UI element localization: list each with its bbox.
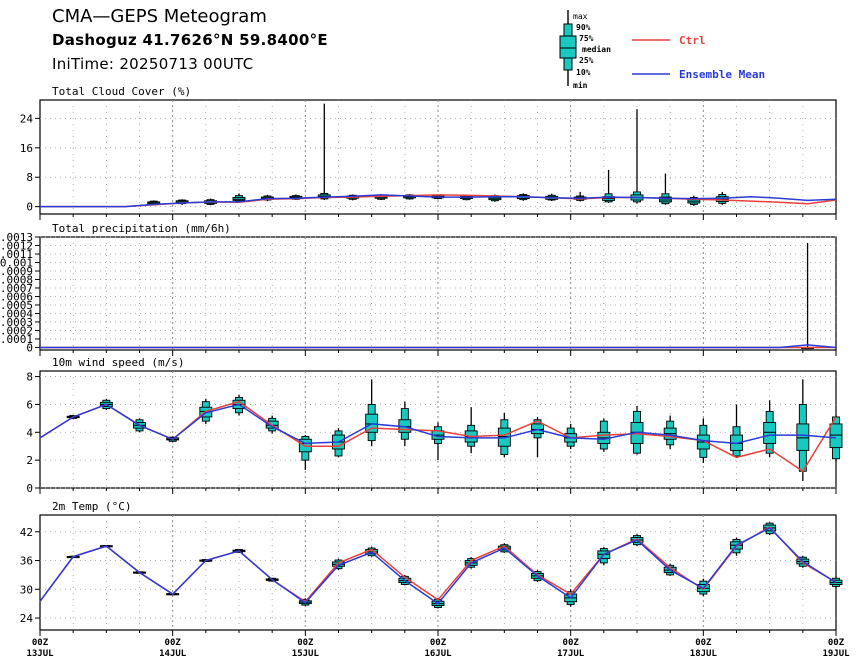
precip-mean-line (40, 344, 837, 349)
precip-ytick-label: 0.0003 (0, 316, 33, 329)
line-legend: Ctrl Ensemble Mean (632, 34, 765, 81)
temp-mean-line (39, 526, 837, 605)
precip-ytick-label: 0.0012 (0, 239, 33, 252)
precip-ytick-label: 0.0001 (0, 333, 33, 346)
temp-ytick-label: 36 (20, 555, 33, 568)
cloud-ytick-label: 8 (26, 171, 33, 184)
cloud-ytick-label: 0 (26, 201, 33, 214)
temp-ytick-label: 42 (20, 526, 33, 539)
temp-panel-title: 2m Temp (°C) (52, 500, 131, 513)
x-hour-label: 00Z (32, 638, 49, 648)
wind-mean-line (39, 403, 837, 445)
init-time-label: IniTime: 20250713 00UTC (52, 55, 254, 73)
meteogram-header: CMA—GEPS Meteogram Dashoguz 41.7626°N 59… (0, 0, 860, 96)
box-legend-inner (559, 35, 577, 59)
precip-ytick-label: 0.0011 (0, 248, 33, 261)
x-date-label: 19JUL (822, 649, 850, 659)
box-legend: max 90% 75% median 25% 10% min (559, 10, 611, 90)
wind-box-inner (796, 423, 810, 451)
precip-ytick-label: 0.0005 (0, 299, 33, 312)
legend-p90: 90% (576, 23, 591, 32)
x-hour-label: 00Z (165, 638, 182, 648)
legend-max: max (573, 12, 588, 21)
wind-panel-title: 10m wind speed (m/s) (52, 356, 184, 369)
legend-p75: 75% (579, 34, 594, 43)
x-hour-label: 00Z (563, 638, 580, 648)
x-date-label: 16JUL (424, 649, 452, 659)
precip-panel-title: Total precipitation (mm/6h) (52, 222, 231, 235)
precip-ytick-label: 0.0004 (0, 307, 33, 320)
chart-title: CMA—GEPS Meteogram (52, 6, 267, 27)
legend: max 90% 75% median 25% 10% min Ctrl Ense… (559, 10, 765, 90)
x-hour-label: 00Z (695, 638, 712, 648)
wind-box-inner (763, 422, 777, 444)
cloud-box-inner (658, 196, 672, 203)
x-date-label: 18JUL (690, 649, 718, 659)
x-date-label: 15JUL (292, 649, 320, 659)
wind-ytick-label: 4 (26, 426, 33, 439)
precip-ytick-label: 0.0002 (0, 324, 33, 337)
cloud-ytick-label: 24 (20, 112, 34, 125)
legend-median: median (582, 44, 611, 54)
wind-ytick-label: 2 (26, 454, 33, 467)
temp-ytick-label: 24 (20, 612, 34, 625)
legend-p10: 10% (576, 68, 591, 77)
precip-ytick-label: 0 (26, 341, 33, 354)
x-date-label: 13JUL (26, 649, 54, 659)
wind-ytick-label: 0 (26, 482, 33, 495)
cloud-panel-title: Total Cloud Cover (%) (52, 85, 191, 98)
precip-ytick-label: 0.0006 (0, 290, 33, 303)
precip-ytick-label: 0.0009 (0, 265, 33, 278)
precip-ytick-label: 0.0013 (0, 231, 33, 244)
x-hour-label: 00Z (297, 638, 314, 648)
location-label: Dashoguz 41.7626°N 59.8400°E (52, 31, 328, 49)
temp-ytick-label: 30 (20, 583, 33, 596)
wind-box-inner (829, 423, 843, 449)
legend-p25: 25% (579, 56, 594, 65)
x-date-label: 17JUL (557, 649, 585, 659)
cloud-ytick-label: 16 (20, 142, 33, 155)
wind-ytick-label: 6 (26, 398, 33, 411)
cloud-mean-line (40, 194, 837, 208)
mean-legend-label: Ensemble Mean (679, 68, 765, 81)
wind-ytick-label: 8 (26, 371, 33, 384)
x-hour-label: 00Z (828, 638, 845, 648)
precip-ytick-label: 0.001 (0, 256, 33, 269)
x-hour-label: 00Z (430, 638, 447, 648)
x-date-label: 14JUL (159, 649, 187, 659)
precip-ytick-label: 0.0007 (0, 282, 33, 295)
precip-ytick-label: 0.0008 (0, 273, 33, 286)
legend-min: min (573, 80, 588, 90)
ctrl-legend-label: Ctrl (679, 34, 706, 47)
